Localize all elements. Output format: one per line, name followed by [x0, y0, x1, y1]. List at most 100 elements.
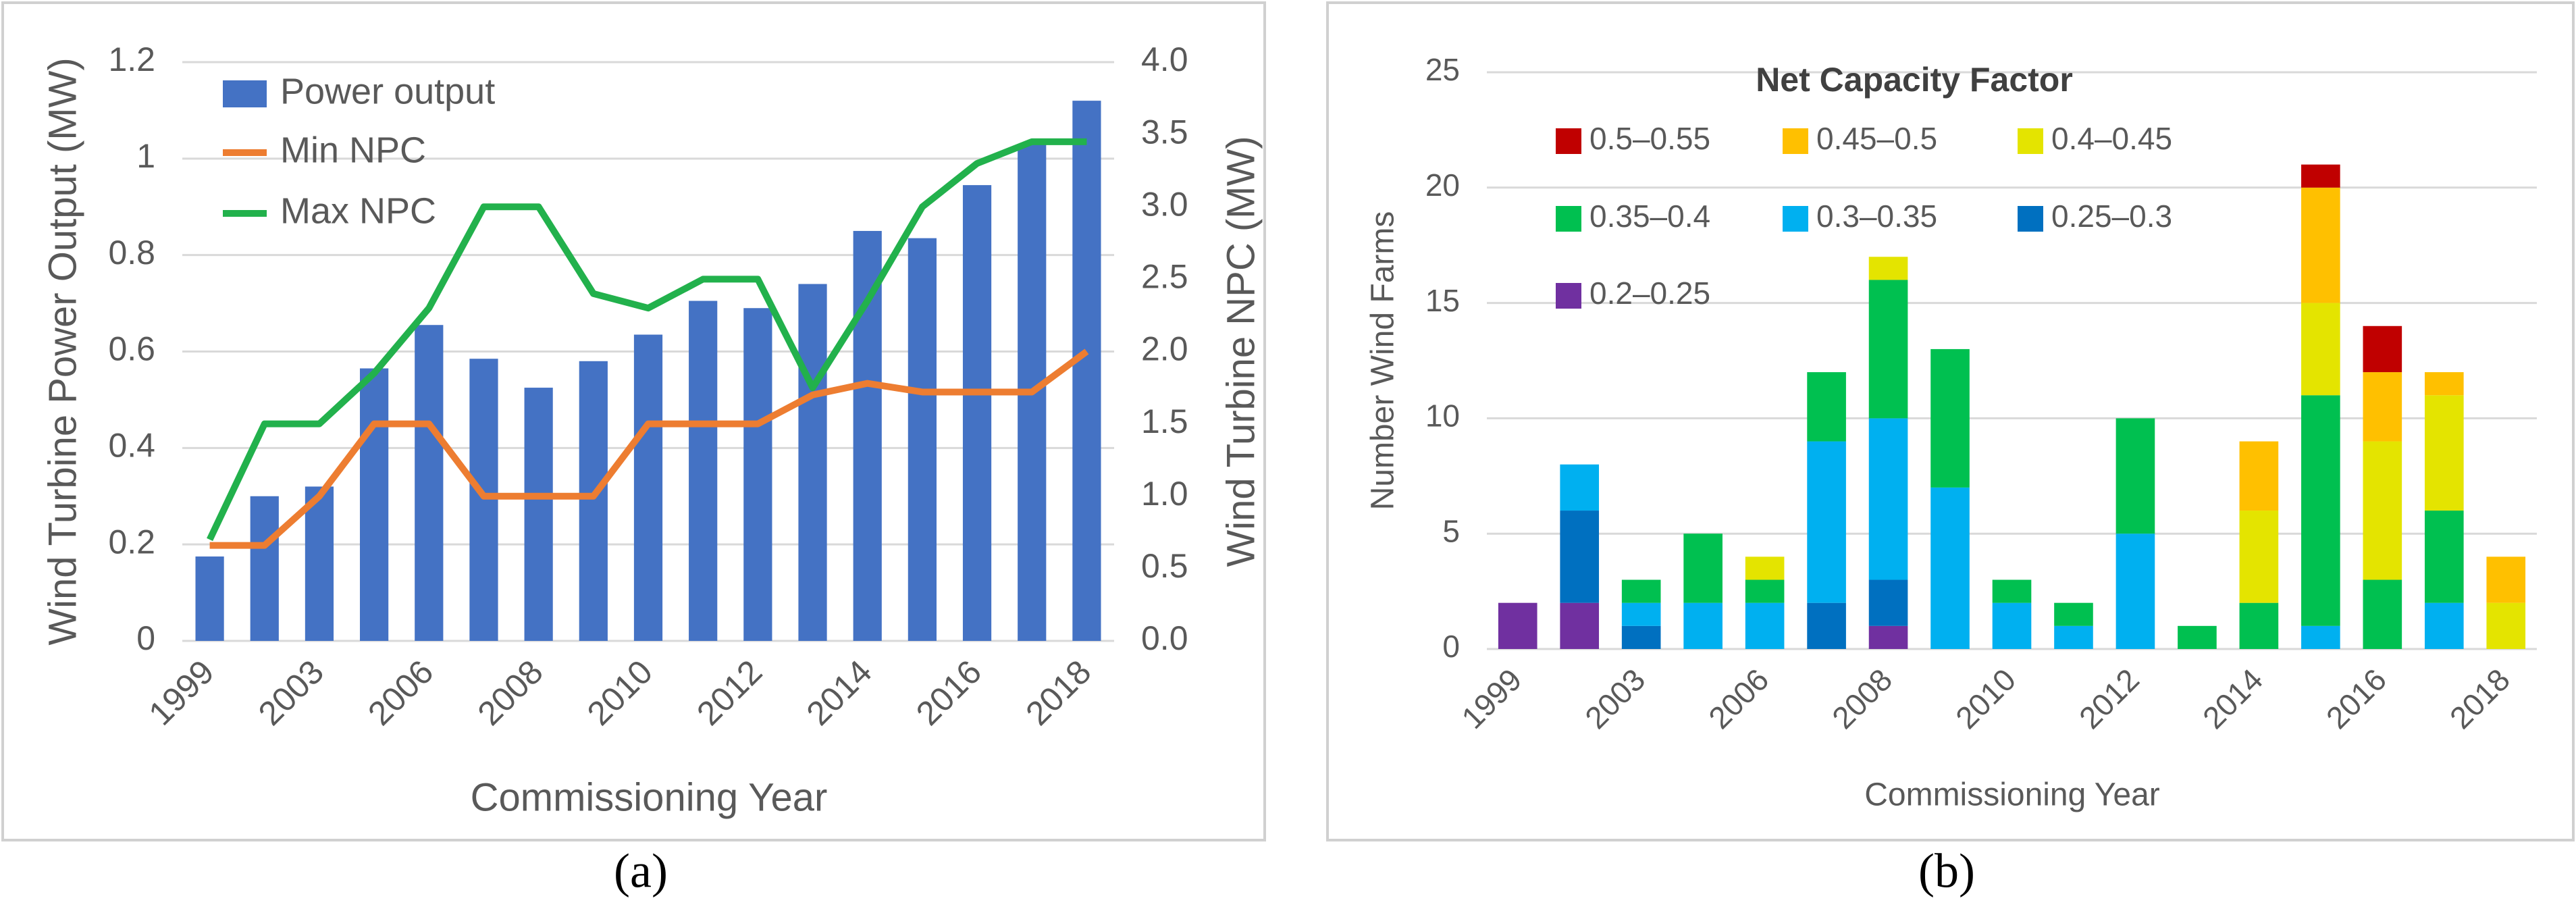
bar-segment [1807, 602, 1846, 649]
bar-segment [2115, 418, 2155, 534]
bar-segment [1868, 579, 1908, 626]
bar-segment [2424, 372, 2464, 396]
bar [360, 368, 389, 641]
bar-segment [2486, 556, 2526, 603]
legend-label: 0.25–0.3 [2051, 199, 2172, 234]
bar-segment [2115, 534, 2155, 649]
legend-title: Net Capacity Factor [1756, 61, 2073, 99]
bar-segment [2363, 326, 2402, 373]
x-axis-title: Commissioning Year [471, 775, 828, 819]
line-series [209, 348, 1089, 549]
y2-axis-title: Wind Turbine NPC (MW) [1219, 136, 1263, 567]
line-series [207, 138, 1087, 542]
bar-segment [2301, 187, 2340, 303]
x-tick-label: 2010 [1949, 662, 2022, 735]
bar-segment [2301, 625, 2340, 649]
y2-tick-label: 3.5 [1141, 113, 1188, 151]
x-tick-label: 2008 [471, 653, 550, 733]
y-tick-label: 1 [136, 137, 155, 175]
bar-segment [1807, 372, 1846, 442]
bar-segment [1683, 534, 1723, 603]
bar [1072, 101, 1101, 642]
bar [305, 486, 334, 641]
legend-label: 0.45–0.5 [1816, 121, 1937, 156]
y-tick-label: 0 [136, 619, 155, 657]
bar-segment [1621, 602, 1661, 626]
bar-segment [2363, 441, 2402, 580]
y2-tick-label: 3.0 [1141, 185, 1188, 223]
bar [689, 301, 718, 641]
y-tick-label: 0.2 [108, 523, 155, 561]
bar-segment [1560, 602, 1600, 649]
legend-label: Min NPC [280, 130, 426, 170]
y-tick-label: 0.8 [108, 234, 155, 271]
bar-segment [2239, 441, 2279, 511]
bar [908, 238, 937, 641]
y2-tick-label: 0.5 [1141, 547, 1188, 585]
legend-swatch [1556, 128, 1581, 154]
bar-segment [2178, 625, 2217, 649]
y-axis-title: Number Wind Farms [1365, 211, 1401, 511]
bar-segment [1621, 625, 1661, 649]
bar-segment [1930, 487, 1970, 649]
x-axis-title: Commissioning Year [1864, 777, 2160, 813]
x-tick-label: 1999 [1454, 662, 1528, 735]
bar-segment [1868, 280, 1908, 419]
bar-segment [2424, 602, 2464, 649]
x-tick-label: 2003 [251, 653, 331, 733]
bar [853, 230, 882, 641]
y-tick-label: 1.2 [108, 41, 155, 78]
legend-swatch [2018, 128, 2043, 154]
y-tick-label: 15 [1425, 283, 1460, 318]
caption: (a) [614, 844, 668, 898]
legend-swatch [1783, 128, 1808, 154]
bar-segment [2054, 602, 2093, 626]
x-tick-label: 2018 [2443, 662, 2517, 735]
legend-label: Max NPC [280, 190, 436, 231]
x-tick-label: 2010 [580, 653, 660, 733]
x-tick-label: 2014 [799, 653, 879, 733]
bar-segment [1807, 441, 1846, 603]
bar [633, 334, 663, 641]
bar-segment [2424, 511, 2464, 603]
y2-tick-label: 4.0 [1141, 41, 1188, 78]
x-tick-label: 1999 [141, 653, 221, 733]
y2-tick-label: 2.5 [1141, 258, 1188, 296]
bar-segment [1745, 579, 1785, 603]
bar [469, 359, 498, 641]
y-tick-label: 0.6 [108, 330, 155, 368]
y-axis-title: Wind Turbine Power Output (MW) [41, 57, 84, 645]
bar-segment [2363, 372, 2402, 442]
bar [962, 185, 992, 641]
x-tick-label: 2006 [361, 653, 440, 733]
y-tick-label: 0.4 [108, 427, 155, 465]
y-tick-label: 5 [1442, 513, 1460, 548]
bar-segment [2301, 395, 2340, 626]
bar-segment [1992, 602, 2032, 649]
y-tick-label: 0 [1442, 629, 1460, 664]
bar-segment [1868, 625, 1908, 649]
y2-tick-label: 2.0 [1141, 330, 1188, 368]
x-tick-label: 2003 [1578, 662, 1652, 735]
bar-segment [2301, 164, 2340, 188]
bar-segment [2054, 625, 2093, 649]
legend-label: Power output [280, 71, 495, 111]
bar-segment [1992, 579, 2032, 603]
bar-segment [1868, 257, 1908, 280]
legend-label: 0.2–0.25 [1589, 276, 1710, 311]
bar-segment [1930, 348, 1970, 488]
bar [195, 556, 224, 641]
legend-label: 0.5–0.55 [1589, 121, 1710, 156]
bar-segment [1745, 602, 1785, 649]
bar [579, 361, 608, 641]
legend-swatch [1556, 206, 1581, 232]
y-tick-label: 25 [1425, 52, 1460, 87]
bar [798, 284, 827, 641]
y2-tick-label: 1.5 [1141, 402, 1188, 440]
panel-frame [1326, 1, 2575, 841]
x-tick-label: 2016 [909, 653, 989, 733]
bar [524, 388, 553, 641]
y2-tick-label: 0.0 [1141, 619, 1188, 657]
